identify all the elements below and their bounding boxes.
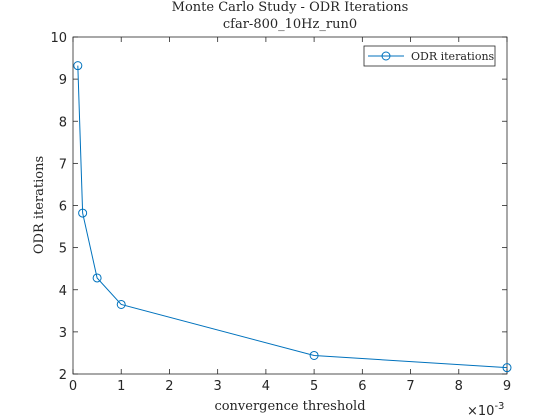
y-tick-label: 9	[59, 73, 67, 88]
legend-marker	[381, 51, 391, 61]
y-tick-label: 5	[59, 242, 67, 257]
y-axis-label: ODR iterations	[32, 156, 47, 254]
svg-text:×10-3: ×10-3	[467, 401, 504, 419]
plot-area	[72, 36, 508, 375]
y-tick-label: 6	[59, 200, 67, 215]
y-tick-label: 7	[59, 157, 67, 172]
y-tick-label: 4	[59, 284, 67, 299]
y-tick-label: 10	[50, 31, 67, 46]
data-point	[309, 350, 319, 360]
x-tick-label: 7	[406, 379, 414, 394]
y-tick-label: 2	[59, 368, 67, 383]
x-tick-label: 4	[262, 379, 270, 394]
chart-subtitle: cfar-800_10Hz_run0	[223, 17, 357, 32]
x-tick-label: 8	[455, 379, 463, 394]
x-exponent-prefix: ×10	[467, 404, 494, 419]
x-axis-label: convergence threshold	[214, 399, 365, 414]
data-point	[92, 273, 102, 283]
legend: ODR iterations	[363, 45, 496, 67]
x-tick-label: 3	[214, 379, 222, 394]
plot-axes	[72, 36, 508, 375]
x-exponent-power: -3	[494, 401, 504, 412]
chart-title: Monte Carlo Study - ODR Iterations	[172, 0, 409, 15]
data-point	[78, 208, 88, 218]
y-tick-label: 8	[59, 115, 67, 130]
legend-box	[363, 45, 496, 67]
x-tick-label: 6	[358, 379, 366, 394]
x-tick-label: 2	[165, 379, 173, 394]
axis-ticks: 0 1 2 3 4 5 6 7 8 9 2 3 4 5 6 7 8 9 10	[50, 31, 511, 394]
x-tick-label: 9	[503, 379, 511, 394]
x-tick-label: 5	[310, 379, 318, 394]
data-point	[502, 363, 512, 373]
series-layer	[73, 61, 512, 373]
x-exponent-label: ×10-3	[467, 401, 504, 419]
y-tick-label: 3	[59, 326, 67, 341]
legend-label: ODR iterations	[411, 50, 495, 63]
data-point	[73, 61, 83, 71]
x-tick-label: 1	[117, 379, 125, 394]
series-line	[77, 65, 508, 369]
data-point	[116, 299, 126, 309]
x-tick-label: 0	[69, 379, 77, 394]
